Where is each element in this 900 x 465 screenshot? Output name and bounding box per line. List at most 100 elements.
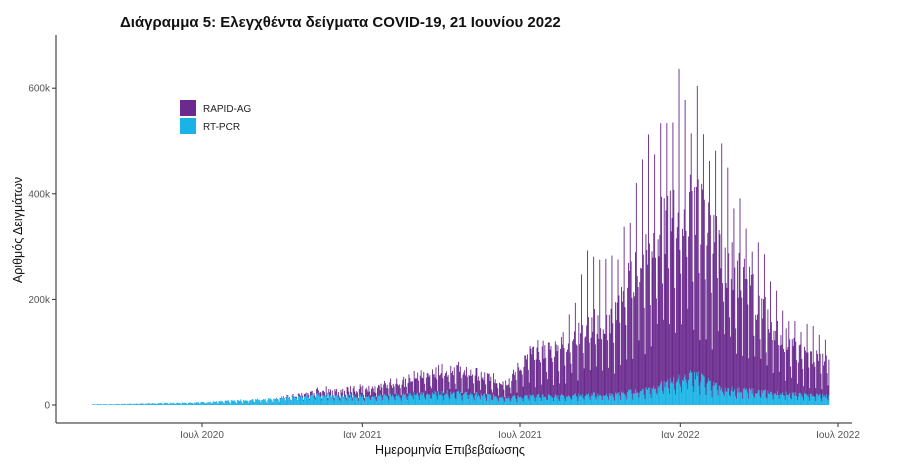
bar-rapid-ag [724, 247, 726, 388]
bar-rt-pcr [789, 393, 791, 405]
bar-rapid-ag [478, 376, 480, 396]
bar-rapid-ag [572, 341, 574, 396]
bar-rapid-ag [296, 396, 298, 399]
bar-rt-pcr [120, 404, 122, 405]
bar-rt-pcr [249, 400, 250, 405]
bar-rt-pcr [131, 404, 133, 405]
bar-rapid-ag [485, 384, 487, 398]
x-axis-label: Ημερομηνία Επιβεβαίωσης [375, 443, 525, 457]
bar-rapid-ag [788, 321, 790, 396]
bar-rapid-ag [648, 134, 649, 388]
bar-rapid-ag [348, 391, 350, 398]
bar-rt-pcr [722, 393, 724, 405]
bar-rapid-ag [428, 376, 430, 396]
bar-rapid-ag [826, 373, 828, 399]
bar-rapid-ag [706, 245, 708, 384]
bar-rt-pcr [448, 397, 450, 405]
bar-rapid-ag [525, 355, 527, 396]
bar-rapid-ag [768, 329, 770, 394]
bar-rt-pcr [308, 397, 310, 405]
bar-rapid-ag [567, 349, 568, 397]
bar-rapid-ag [547, 379, 548, 401]
bar-rt-pcr [710, 390, 712, 405]
bar-rt-pcr [201, 401, 203, 405]
bar-rapid-ag [501, 385, 503, 398]
bar-rapid-ag [748, 358, 750, 399]
bar-rapid-ag [669, 190, 671, 379]
bar-rt-pcr [547, 400, 548, 405]
bar-rt-pcr [363, 399, 365, 405]
bar-rt-pcr [122, 403, 124, 405]
bar-rapid-ag [307, 392, 309, 397]
bar-rt-pcr [229, 403, 231, 405]
bar-rapid-ag [668, 324, 670, 394]
bar-rapid-ag [479, 380, 480, 397]
bar-rt-pcr [134, 403, 136, 405]
bar-rapid-ag [281, 396, 283, 398]
bar-rapid-ag [502, 381, 504, 397]
bar-rt-pcr [532, 394, 534, 405]
bar-rt-pcr [397, 396, 399, 405]
bar-rt-pcr [432, 392, 433, 405]
bar-rapid-ag [815, 388, 817, 402]
bar-rapid-ag [499, 383, 501, 398]
bar-rt-pcr [235, 403, 237, 405]
bar-rapid-ag [577, 380, 579, 402]
bar-rt-pcr [312, 395, 314, 405]
bar-rapid-ag [786, 349, 788, 396]
bar-rapid-ag [533, 359, 535, 398]
bar-rapid-ag [481, 378, 483, 396]
bar-rt-pcr [136, 403, 138, 405]
bar-rt-pcr [788, 395, 790, 405]
bar-rt-pcr [674, 389, 676, 405]
bar-rapid-ag [308, 394, 310, 398]
bar-rt-pcr [580, 396, 582, 405]
bar-rt-pcr [783, 395, 785, 405]
bar-rt-pcr [781, 394, 783, 405]
bar-rt-pcr [156, 404, 158, 405]
bar-rapid-ag [283, 396, 284, 398]
bar-rapid-ag [429, 375, 431, 395]
bar-rapid-ag [743, 267, 744, 389]
bar-rt-pcr [143, 404, 145, 405]
bar-rapid-ag [359, 384, 361, 395]
bar-rapid-ag [472, 374, 474, 395]
bar-rt-pcr [559, 401, 561, 405]
bar-rapid-ag [357, 392, 359, 399]
bar-rt-pcr [336, 395, 338, 405]
bar-rapid-ag [516, 392, 518, 402]
bar-rt-pcr [650, 397, 652, 405]
bar-rapid-ag [540, 362, 541, 398]
bar-rapid-ag [376, 396, 378, 401]
bar-rt-pcr [485, 397, 487, 405]
bar-rt-pcr [399, 397, 401, 405]
bar-rapid-ag [364, 398, 365, 402]
bar-rt-pcr [584, 395, 586, 405]
bar-rt-pcr [538, 394, 540, 405]
bar-rt-pcr [715, 383, 717, 405]
bar-rt-pcr [367, 396, 369, 405]
bar-rapid-ag [712, 253, 714, 387]
bar-rt-pcr [216, 402, 218, 405]
bar-rt-pcr [513, 395, 515, 405]
bar-rapid-ag [339, 398, 341, 401]
bar-rapid-ag [490, 376, 492, 396]
bar-rt-pcr [263, 399, 265, 405]
bar-rapid-ag [743, 258, 745, 388]
bar-rt-pcr [318, 393, 320, 405]
bar-rt-pcr [738, 387, 740, 405]
bar-rt-pcr [646, 388, 648, 405]
bar-rt-pcr [545, 397, 547, 405]
bar-rt-pcr [498, 401, 500, 405]
bar-rapid-ag [304, 393, 306, 397]
bar-rapid-ag [680, 273, 682, 387]
bar-rt-pcr [686, 383, 688, 405]
bar-rapid-ag [608, 314, 610, 394]
bar-rapid-ag [807, 352, 809, 395]
bar-rapid-ag [699, 340, 701, 395]
bar-rt-pcr [364, 401, 365, 405]
bar-rt-pcr [333, 400, 335, 405]
bar-rt-pcr [563, 395, 565, 405]
bar-rt-pcr [350, 394, 352, 405]
bar-rapid-ag [596, 333, 598, 396]
